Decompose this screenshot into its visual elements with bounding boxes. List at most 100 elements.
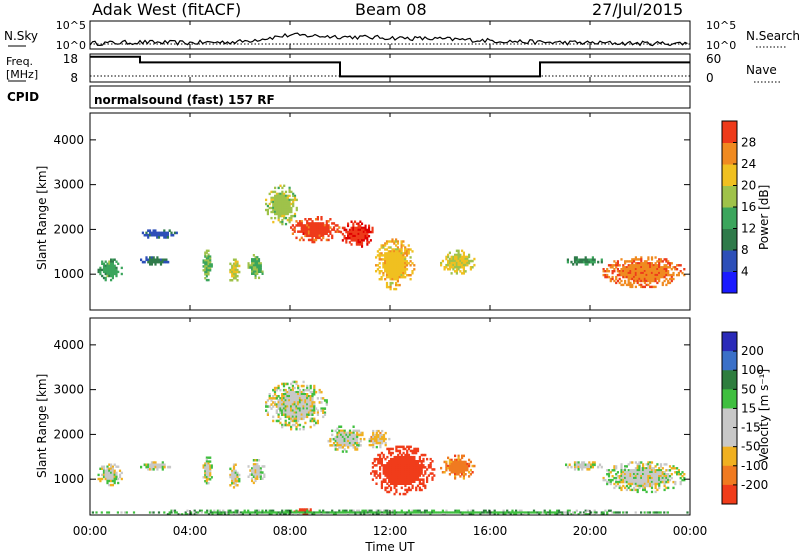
echo-cell — [254, 266, 257, 269]
echo-cell — [207, 474, 210, 477]
echo-cell — [647, 268, 650, 271]
echo-cell — [207, 464, 210, 467]
echo-cell — [190, 511, 193, 514]
echo-cell — [265, 202, 268, 206]
echo-cell — [385, 276, 389, 279]
echo-cell — [234, 463, 237, 466]
echo-cell — [334, 224, 337, 227]
velocity-ylabel: Slant Range [km] — [35, 374, 49, 478]
echo-cell — [232, 477, 236, 481]
echo-cell — [683, 268, 686, 271]
echo-cell — [448, 257, 451, 261]
x-tick-label: 16:00 — [473, 524, 508, 538]
echo-cell — [377, 457, 380, 461]
echo-cell — [163, 511, 166, 514]
echo-cell — [311, 222, 314, 225]
echo-cell — [348, 429, 352, 433]
echo-cell — [649, 465, 652, 468]
echo-cell — [293, 390, 296, 394]
echo-cell — [232, 463, 236, 466]
echo-cell — [274, 194, 277, 198]
echo-cell — [166, 231, 169, 235]
echo-cell — [388, 474, 391, 477]
echo-cell — [381, 441, 384, 445]
echo-cell — [286, 509, 289, 512]
echo-cell — [456, 511, 459, 514]
echo-cell — [452, 266, 455, 269]
echo-cell — [111, 268, 114, 272]
echo-cell — [236, 260, 239, 264]
echo-region — [370, 445, 436, 496]
echo-cell — [406, 472, 409, 475]
echo-cell — [418, 482, 421, 485]
echo-cell — [279, 200, 282, 204]
echo-cell — [398, 274, 401, 277]
echo-cell — [238, 479, 241, 483]
echo-cell — [275, 202, 278, 206]
echo-cell — [645, 480, 648, 484]
echo-cell — [654, 473, 657, 476]
echo-cell — [457, 268, 460, 271]
echo-cell — [290, 417, 293, 421]
echo-cell — [347, 237, 350, 240]
echo-cell — [295, 509, 298, 512]
echo-cell — [251, 260, 254, 263]
echo-cell — [615, 281, 618, 285]
echo-cell — [115, 475, 118, 479]
echo-cell — [459, 261, 462, 265]
echo-cell — [667, 273, 670, 277]
echo-cell — [270, 216, 273, 220]
echo-cell — [668, 281, 672, 285]
echo-cell — [311, 224, 314, 227]
echo-cell — [381, 433, 384, 437]
freq-tick-top: 18 — [63, 52, 78, 66]
echo-cell — [355, 228, 358, 232]
echo-cell — [640, 277, 643, 281]
echo-cell — [259, 475, 262, 478]
echo-cell — [402, 462, 405, 465]
echo-cell — [295, 382, 298, 386]
echo-cell — [202, 476, 205, 479]
echo-cell — [106, 264, 109, 267]
echo-cell — [380, 276, 383, 279]
echo-cell — [607, 469, 611, 472]
echo-cell — [111, 469, 114, 472]
echo-cell — [459, 466, 462, 470]
echo-cell — [395, 466, 398, 469]
echo-cell — [620, 467, 623, 470]
echo-cell — [161, 231, 164, 235]
echo-cell — [411, 449, 414, 453]
echo-cell — [302, 384, 305, 388]
echo-cell — [256, 459, 259, 462]
echo-cell — [625, 260, 628, 263]
echo-cell — [404, 466, 407, 469]
echo-cell — [625, 270, 628, 273]
echo-cell — [471, 464, 474, 468]
echo-cell — [270, 200, 273, 204]
echo-cell — [379, 457, 382, 461]
echo-cell — [236, 484, 239, 487]
echo-cell — [309, 409, 312, 412]
echo-cell — [306, 220, 309, 223]
echo-cell — [645, 475, 648, 478]
echo-cell — [450, 462, 453, 466]
echo-cell — [418, 480, 421, 483]
echo-cell — [650, 275, 654, 279]
echo-cell — [177, 513, 180, 516]
echo-cell — [613, 469, 616, 472]
echo-cell — [316, 411, 319, 414]
echo-cell — [386, 509, 389, 512]
echo-cell — [256, 258, 259, 261]
echo-cell — [368, 509, 371, 512]
echo-cell — [298, 415, 302, 419]
echo-cell — [670, 273, 673, 277]
echo-cell — [454, 458, 457, 462]
echo-cell — [657, 511, 661, 514]
echo-cell — [638, 471, 641, 474]
echo-cell — [111, 471, 114, 475]
echo-cell — [634, 488, 637, 492]
echo-cell — [650, 476, 654, 480]
echo-cell — [318, 401, 321, 404]
echo-cell — [291, 419, 294, 423]
echo-cell — [634, 273, 637, 277]
